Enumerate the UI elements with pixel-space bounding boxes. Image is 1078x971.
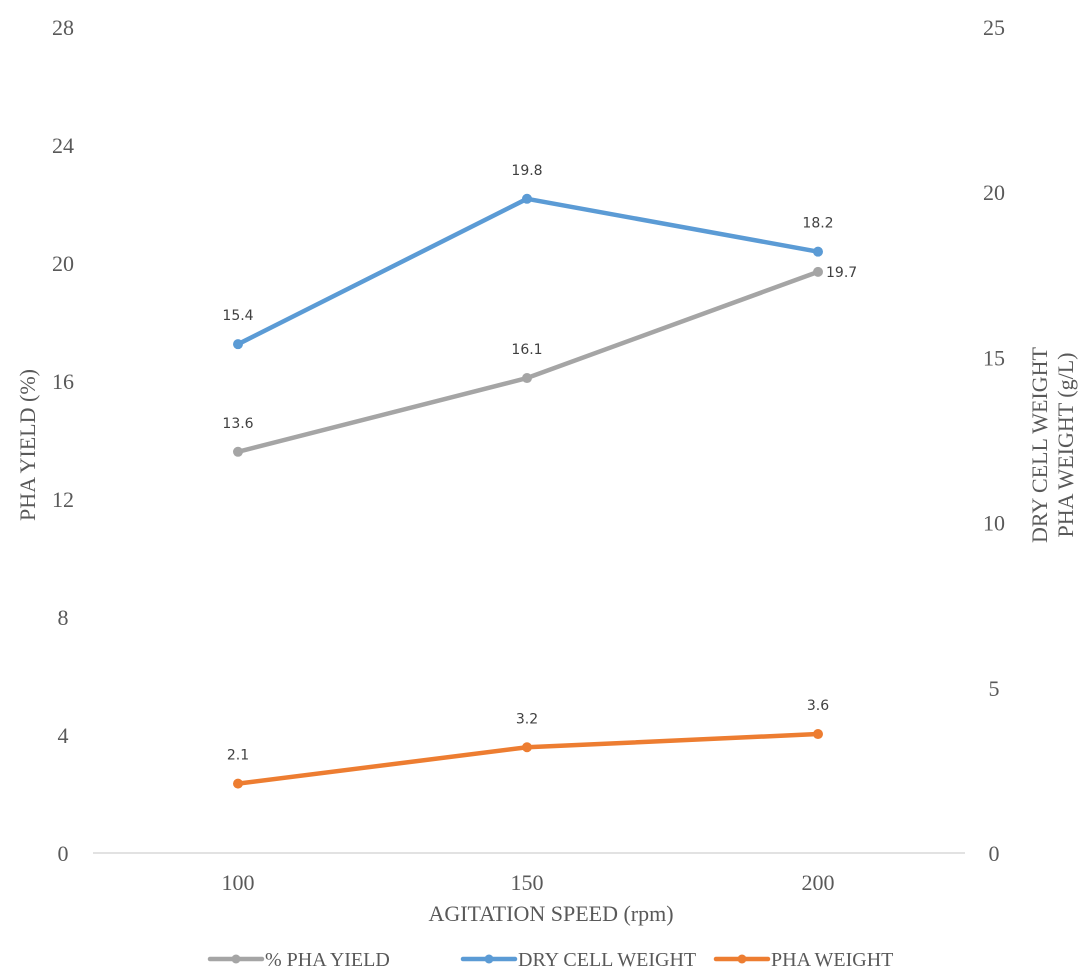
data-label-pha-yield: 16.1	[511, 342, 542, 358]
left-y-tick-label: 16	[52, 369, 74, 394]
left-y-tick-label: 12	[52, 487, 74, 512]
data-point-pha-weight	[233, 778, 243, 789]
legend-swatch-marker	[484, 954, 494, 964]
legend-label: % PHA YIELD	[265, 949, 390, 971]
data-label-pha-weight: 3.2	[516, 711, 538, 727]
left-y-tick-label: 8	[58, 605, 69, 630]
left-y-tick-label: 20	[52, 251, 74, 276]
data-label-pha-weight: 2.1	[227, 748, 249, 764]
right-y-tick-label: 25	[983, 15, 1005, 40]
data-label-dry-cell-weight: 15.4	[222, 308, 253, 324]
series-dry-cell-weight: 15.4 19.8 18.2	[222, 163, 834, 350]
left-y-tick-label: 24	[52, 133, 74, 158]
legend-item-pha-weight: PHA WEIGHT	[713, 949, 893, 971]
right-axis-title-line-2: PHA WEIGHT (g/L)	[1053, 353, 1078, 538]
data-label-pha-yield: 19.7	[826, 265, 857, 281]
left-y-tick-label: 0	[58, 841, 69, 866]
series-pha-yield: 13.6 16.1 19.7	[222, 265, 857, 457]
data-point-pha-yield	[233, 446, 243, 457]
legend-label: PHA WEIGHT	[771, 949, 893, 971]
data-label-pha-weight: 3.6	[807, 698, 829, 714]
legend: % PHA YIELD DRY CELL WEIGHT PHA WEIGHT	[207, 949, 893, 971]
series-layer: 13.6 16.1 19.7 2.1 3.2 3.6 15.4 19.8 18.2	[222, 163, 857, 789]
right-y-tick-label: 0	[989, 841, 1000, 866]
legend-swatch-marker	[231, 954, 241, 964]
right-y-tick-label: 15	[983, 345, 1005, 370]
x-axis-title: AGITATION SPEED (rpm)	[428, 901, 673, 926]
legend-label: DRY CELL WEIGHT	[518, 949, 696, 971]
left-y-tick-label: 4	[58, 723, 69, 748]
series-pha-weight: 2.1 3.2 3.6	[227, 698, 829, 789]
right-y-tick-label: 5	[989, 676, 1000, 701]
right-y-ticks: 0 5 10 15 20 25	[983, 15, 1005, 866]
data-point-pha-yield	[522, 373, 532, 384]
data-point-pha-weight	[813, 729, 823, 740]
legend-swatch-marker	[737, 954, 747, 964]
data-label-dry-cell-weight: 18.2	[802, 216, 833, 232]
left-y-ticks: 0 4 8 12 16 20 24 28	[52, 15, 74, 866]
x-tick-label: 150	[511, 870, 544, 895]
series-line-dry-cell-weight	[235, 196, 821, 347]
right-y-tick-label: 10	[983, 511, 1005, 536]
data-point-pha-yield	[813, 266, 823, 277]
left-y-tick-label: 28	[52, 15, 74, 40]
x-tick-label: 200	[802, 870, 835, 895]
data-point-dry-cell-weight	[813, 246, 823, 257]
data-label-pha-yield: 13.6	[222, 416, 253, 432]
left-axis-title: PHA YIELD (%)	[15, 369, 40, 521]
legend-item-pha-yield: % PHA YIELD	[207, 949, 390, 971]
data-label-dry-cell-weight: 19.8	[511, 163, 542, 179]
data-point-dry-cell-weight	[233, 339, 243, 350]
series-line-pha-weight	[235, 731, 821, 786]
legend-item-dry-cell-weight: DRY CELL WEIGHT	[460, 949, 696, 971]
right-axis-title-line-1: DRY CELL WEIGHT	[1027, 346, 1052, 542]
x-tick-label: 100	[222, 870, 255, 895]
x-ticks: 100 150 200	[222, 870, 835, 895]
right-y-tick-label: 20	[983, 180, 1005, 205]
data-point-pha-weight	[522, 742, 532, 753]
data-point-dry-cell-weight	[522, 193, 532, 204]
